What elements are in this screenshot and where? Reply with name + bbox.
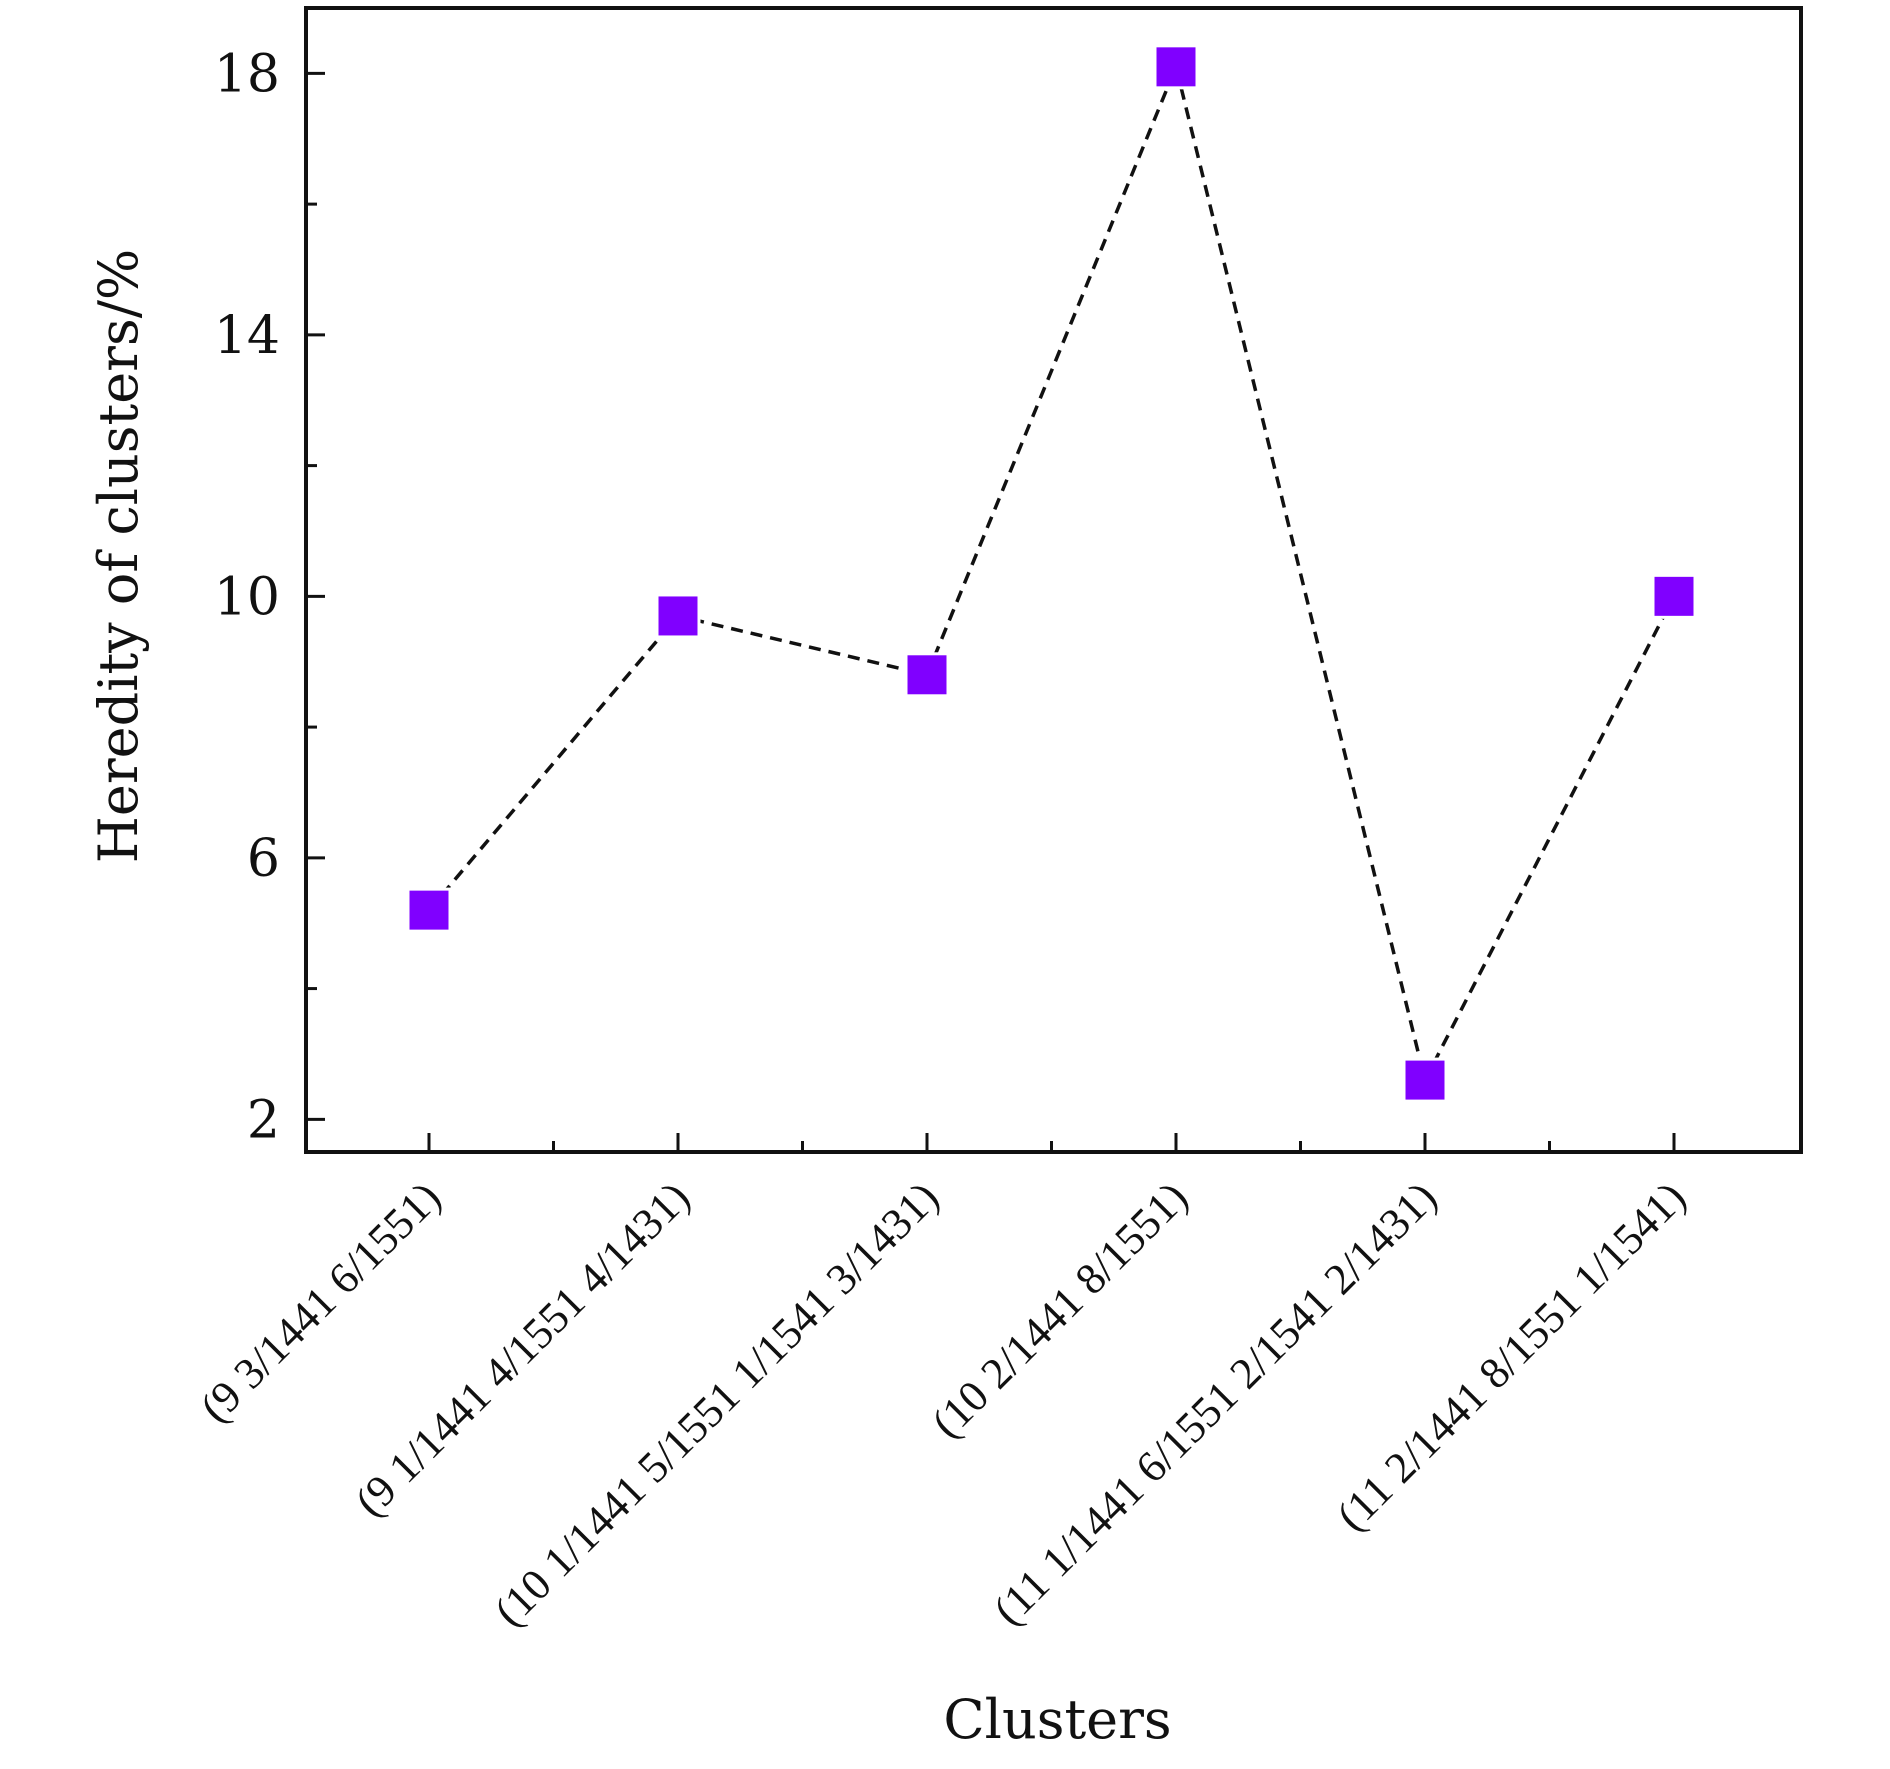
y-tick-label: 18 [214, 44, 280, 104]
data-point-marker [1651, 573, 1697, 619]
data-point-marker [406, 887, 452, 933]
y-tick-label: 2 [247, 1090, 280, 1150]
data-point-marker [904, 652, 950, 698]
y-tick-label: 10 [214, 567, 280, 627]
y-tick-label: 14 [214, 306, 280, 366]
ticks [306, 71, 1676, 1152]
y-axis-title: Heredity of clusters/% [87, 249, 150, 863]
x-axis-title: Clusters [943, 1688, 1171, 1751]
axes [304, 6, 1803, 1154]
x-tick-label: (10 2/1441 8/1551) [922, 1172, 1197, 1447]
x-tick-label: (10 1/1441 5/1551 1/1541 3/1431) [485, 1172, 948, 1635]
data-point-marker [1153, 44, 1199, 90]
data-point-marker [1402, 1057, 1448, 1103]
data-point-marker [655, 593, 701, 639]
series [406, 44, 1697, 1103]
plot-frame [304, 6, 1803, 1154]
x-tick-label: (11 1/1441 6/1551 2/1541 2/1431) [984, 1172, 1446, 1634]
x-tick-label: (9 3/1441 6/1551) [191, 1172, 450, 1431]
y-tick-label: 6 [247, 829, 280, 889]
series-line [427, 61, 1676, 1086]
